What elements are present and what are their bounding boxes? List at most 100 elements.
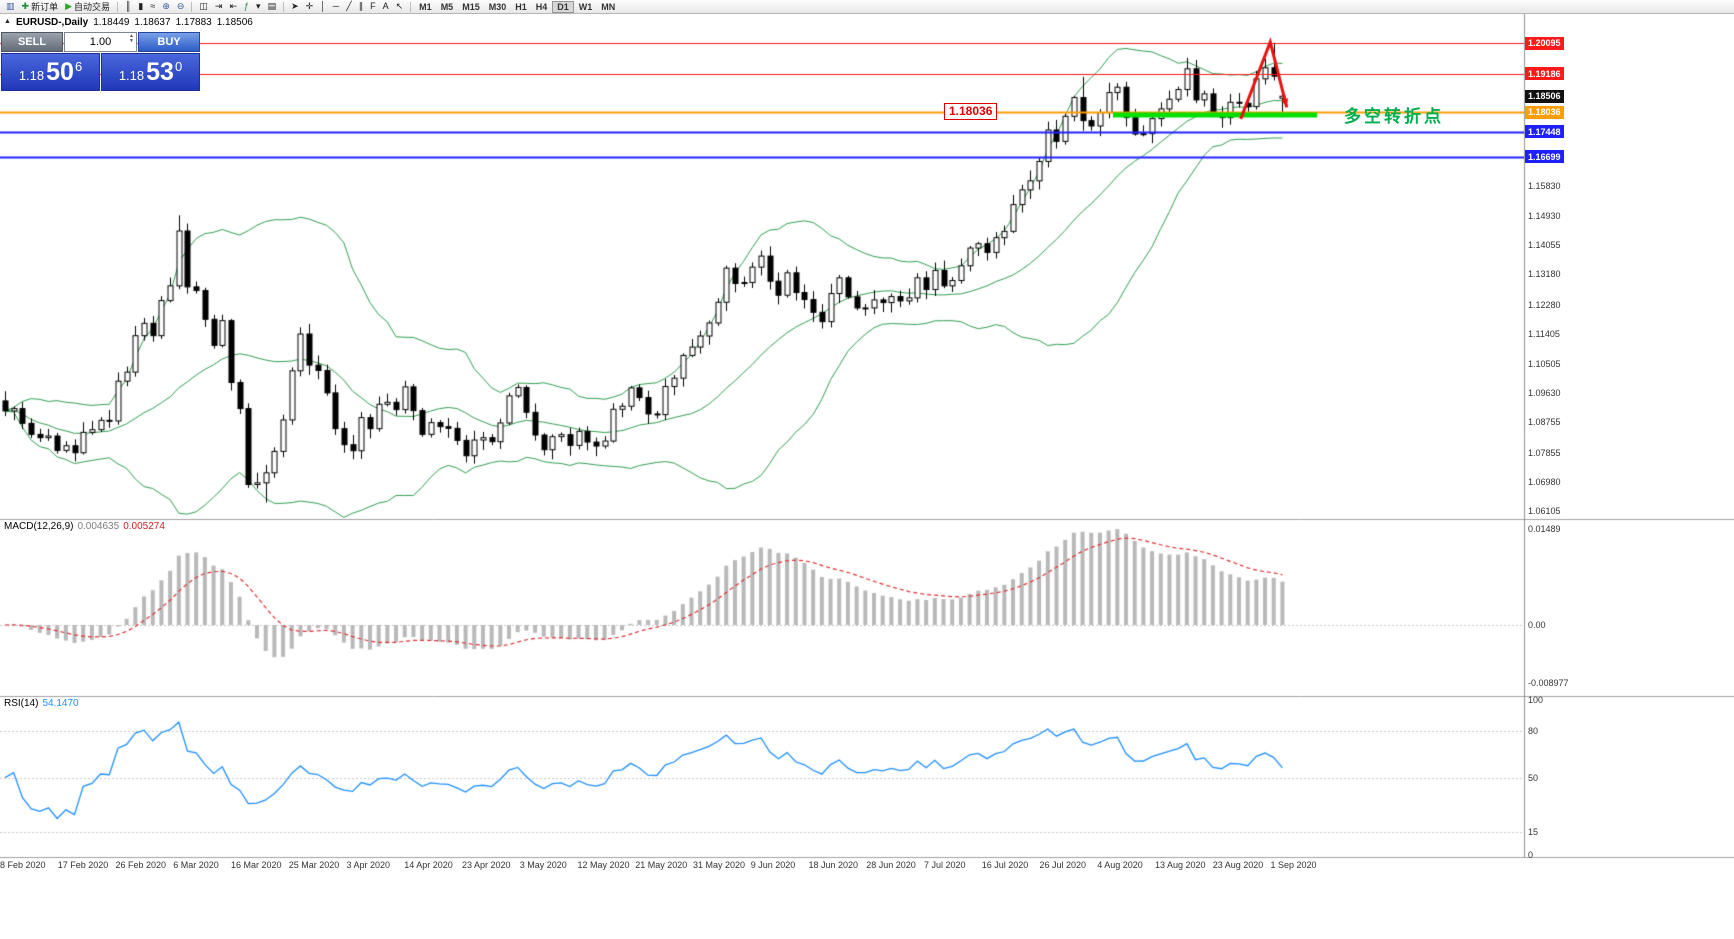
time-axis-label: 13 Aug 2020 [1155, 860, 1206, 870]
macd-main-value: 0.004635 [77, 521, 120, 532]
time-axis-label: 16 Jul 2020 [981, 860, 1029, 870]
bid-quote-button[interactable]: 1.18 50 6 [1, 53, 100, 91]
text-button[interactable]: A [380, 1, 392, 13]
arrows-button-icon: ↖ [395, 1, 404, 11]
price-axis-tick: 1.10505 [1528, 358, 1561, 369]
time-axis-label: 23 Aug 2020 [1212, 860, 1264, 870]
autotrading-button[interactable]: ▶ 自动交易 [62, 1, 113, 13]
indicators-button[interactable]: ƒ [241, 1, 252, 13]
time-axis-label: 18 Jun 2020 [808, 860, 859, 870]
one-click-collapse-icon[interactable]: ▲ [4, 18, 11, 25]
tile-windows-button[interactable]: ◫ [196, 1, 211, 13]
timeframe-w1[interactable]: W1 [575, 1, 597, 13]
arrows-button[interactable]: ↖ [393, 1, 407, 13]
time-axis-label: 21 May 2020 [635, 860, 688, 870]
time-axis-label: 26 Jul 2020 [1039, 860, 1087, 870]
zoom-out-button[interactable]: ⊖ [174, 1, 188, 13]
fibonacci-button[interactable]: F [367, 1, 379, 13]
bid-prefix: 1.18 [18, 68, 45, 83]
rsi-axis-tick: 0 [1528, 850, 1534, 860]
toolbar-separator [410, 1, 412, 12]
timeframe-h1[interactable]: H1 [511, 1, 531, 13]
buy-button[interactable]: BUY [138, 32, 200, 52]
bid-big-digits: 50 [46, 58, 74, 86]
rsi-axis-tick: 15 [1528, 826, 1539, 837]
chart-canvas[interactable] [0, 14, 1734, 939]
timeframe-m15[interactable]: M15 [458, 1, 484, 13]
price-axis-label: 1.19186 [1525, 67, 1564, 81]
lot-size-input[interactable] [77, 36, 124, 48]
crosshair-button[interactable]: ✛ [303, 1, 317, 13]
auto-scroll-button[interactable]: ⇥ [212, 1, 226, 13]
price-annotation-label[interactable]: 1.18036 [944, 103, 998, 120]
new-order-button[interactable]: ✚ 新订单 [19, 1, 62, 13]
trendline-button[interactable]: ╱ [343, 1, 354, 13]
timeframe-h1-label: H1 [515, 1, 527, 12]
time-axis-label: 7 Jul 2020 [924, 860, 966, 870]
time-axis-label: 3 May 2020 [519, 860, 567, 870]
horizontal-line-button[interactable]: ─ [330, 1, 342, 13]
sell-button[interactable]: SELL [1, 32, 63, 52]
vertical-line-button[interactable]: │ [317, 1, 329, 13]
price-axis-tick: 1.14055 [1528, 240, 1561, 251]
candlestick-chart-button[interactable]: ▮ [135, 1, 146, 13]
price-axis-tick: 1.06105 [1528, 506, 1561, 517]
timeframe-w1-label: W1 [578, 1, 593, 12]
auto-scroll-button-icon: ⇥ [214, 1, 223, 11]
price-axis-tick: 1.09630 [1528, 388, 1561, 399]
rsi-value: 54.1470 [42, 698, 79, 709]
fibonacci-button-icon: F [370, 1, 376, 11]
chart-window-button[interactable]: ▥ [3, 1, 18, 13]
lot-step-up-icon[interactable]: ▲ [129, 33, 134, 39]
lot-step-down-icon[interactable]: ▼ [129, 38, 134, 44]
bar-chart-button[interactable]: ║ [122, 1, 134, 13]
price-axis-tick: 1.12280 [1528, 299, 1561, 310]
ask-quote-button[interactable]: 1.18 53 0 [101, 53, 200, 91]
line-chart-button[interactable]: ≈ [147, 1, 158, 13]
templates-button[interactable]: ▤ [265, 1, 280, 13]
horizontal-line-button-icon: ─ [332, 1, 340, 11]
time-axis-label: 26 Feb 2020 [115, 860, 167, 870]
macd-axis-tick: 0.01489 [1528, 523, 1561, 534]
ohlc-high: 1.18637 [134, 17, 171, 28]
chinese-annotation-text[interactable]: 多空转折点 [1344, 107, 1444, 126]
text-button-icon: A [382, 1, 389, 11]
timeframe-h4[interactable]: H4 [532, 1, 552, 13]
zoom-in-button-icon: ⊕ [162, 1, 170, 11]
channel-button[interactable]: ∥ [356, 1, 367, 13]
price-axis-tick: 1.08755 [1528, 417, 1561, 428]
toolbar-separator [117, 1, 119, 12]
new-order-button-label: 新订单 [31, 2, 59, 12]
one-click-trading-panel: SELL ▲▼ BUY 1.18 50 6 1.18 53 0 [1, 32, 200, 91]
crosshair-button-icon: ✛ [305, 1, 314, 11]
price-axis-tick: 1.15830 [1528, 180, 1561, 191]
macd-name: MACD(12,26,9) [4, 521, 74, 532]
rsi-indicator-label: RSI(14) 54.1470 [4, 698, 79, 709]
bid-pipette: 6 [74, 59, 83, 74]
zoom-out-button-icon: ⊖ [176, 1, 185, 11]
macd-indicator-label: MACD(12,26,9) 0.004635 0.005274 [4, 521, 165, 532]
channel-button-icon: ∥ [358, 1, 364, 11]
timeframe-mn[interactable]: MN [597, 1, 619, 13]
autotrading-button-label: 自动交易 [74, 2, 111, 12]
timeframe-m1[interactable]: M1 [415, 1, 436, 13]
zoom-in-button[interactable]: ⊕ [159, 1, 173, 13]
lot-stepper[interactable]: ▲ ▼ [129, 34, 134, 44]
periods-button[interactable]: ▾ [253, 1, 264, 13]
timeframe-m5[interactable]: M5 [437, 1, 458, 13]
ohlc-open: 1.18449 [93, 17, 130, 28]
timeframe-mn-label: MN [601, 1, 616, 12]
timeframe-d1[interactable]: D1 [552, 0, 574, 13]
time-axis-label: 23 Apr 2020 [462, 860, 511, 870]
time-axis-label: 31 May 2020 [693, 860, 746, 870]
time-axis-label: 6 Mar 2020 [173, 860, 219, 870]
toolbar: ▥ ✚ 新订单 ▶ 自动交易 ║ ▮ ≈ ⊕ ⊖ ◫ ⇥ ⇤ ƒ ▾ ▤ ➤ ✛ │ ─ ╱ ∥ F A ↖ M1 M5 M15 M30… [0, 0, 1734, 14]
timeframe-m30[interactable]: M30 [485, 1, 511, 13]
cursor-button[interactable]: ➤ [288, 1, 302, 13]
chart-shift-button[interactable]: ⇤ [226, 1, 240, 13]
toolbar-separator [191, 1, 193, 12]
price-axis-label: 1.18036 [1525, 105, 1564, 119]
ohlc-close: 1.18506 [216, 17, 253, 28]
macd-signal-value: 0.005274 [123, 521, 165, 532]
